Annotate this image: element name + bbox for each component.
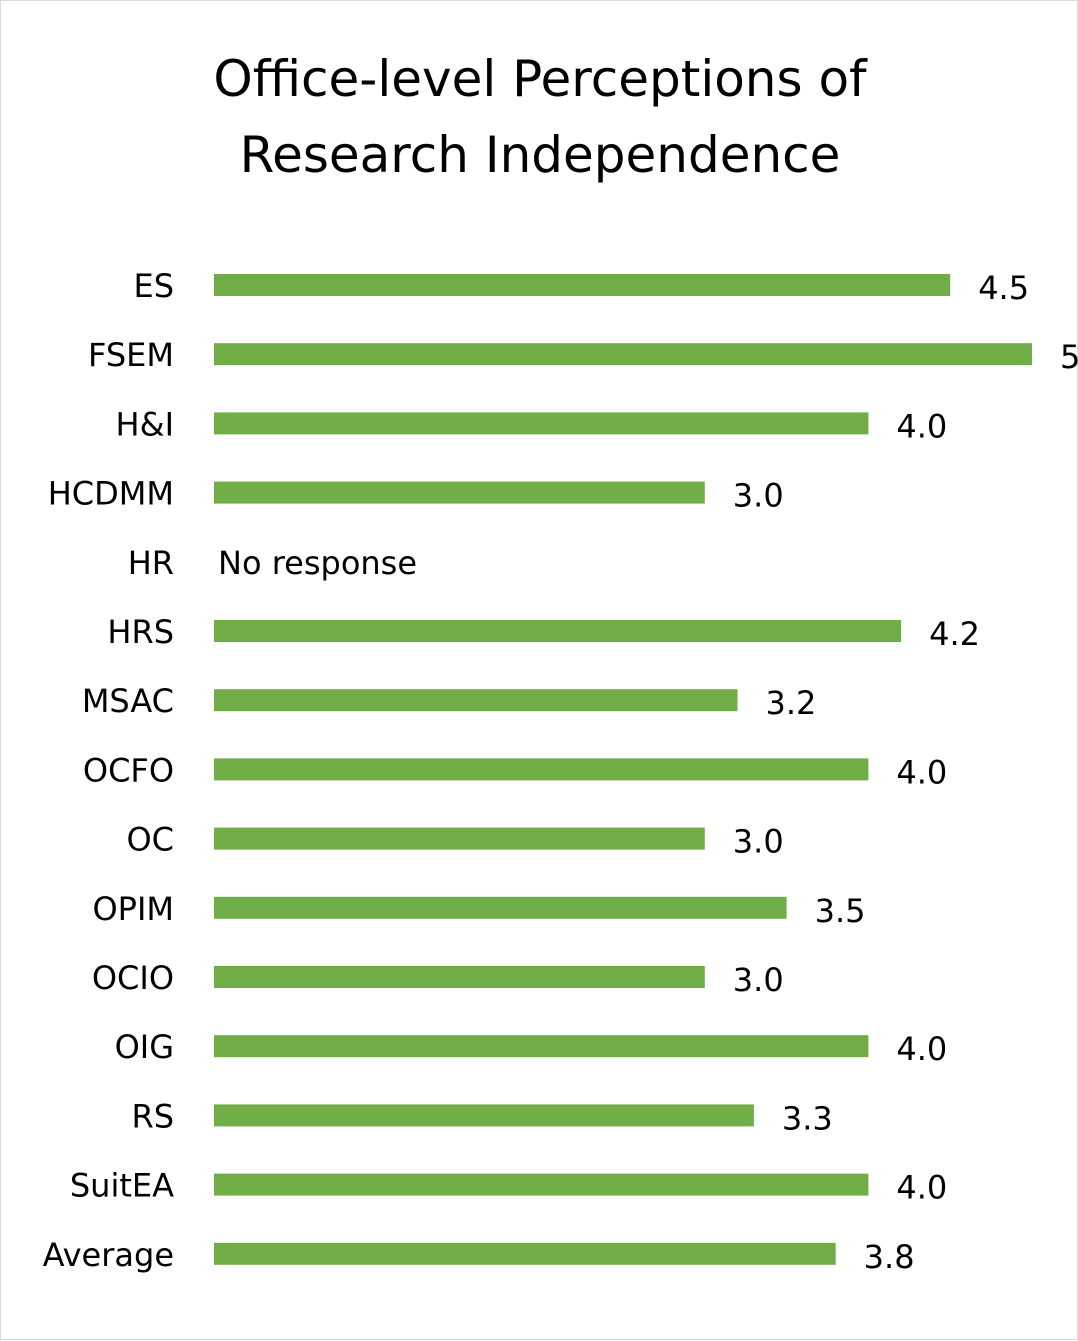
category-label: H&I	[116, 405, 174, 443]
category-label: SuitEA	[70, 1167, 174, 1205]
data-label: 4.0	[896, 1169, 947, 1207]
chart-title-line-2: Research Independence	[239, 126, 841, 184]
bar	[214, 1173, 869, 1196]
category-label: OCIO	[92, 959, 174, 997]
bar	[214, 966, 705, 988]
category-label: OC	[126, 821, 174, 859]
data-label: 4.0	[896, 1030, 947, 1068]
data-label: 3.2	[766, 684, 817, 722]
category-label: OIG	[115, 1028, 174, 1066]
data-label: 5.0	[1060, 338, 1078, 376]
bar	[214, 1035, 869, 1058]
data-label: 3.3	[782, 1099, 833, 1137]
bar	[214, 758, 869, 781]
chart-title-line-1: Office-level Perceptions of	[213, 50, 867, 108]
data-label: 4.0	[896, 753, 947, 791]
bar	[214, 481, 705, 504]
data-label: 3.8	[864, 1238, 915, 1276]
category-label: RS	[131, 1097, 174, 1135]
data-label: 4.5	[978, 269, 1029, 307]
category-label: HRS	[107, 613, 174, 651]
data-label: 3.0	[733, 477, 784, 515]
bar	[214, 274, 951, 296]
bar	[214, 827, 705, 850]
bar	[214, 412, 869, 435]
bar	[214, 689, 738, 712]
data-label: 4.2	[929, 615, 980, 653]
category-label: OPIM	[92, 890, 174, 928]
data-label: 4.0	[896, 407, 947, 445]
category-label: OCFO	[83, 751, 174, 789]
category-label: HR	[128, 544, 174, 582]
category-label: FSEM	[88, 336, 174, 374]
data-label: 3.0	[733, 961, 784, 999]
bar	[214, 1104, 754, 1127]
data-label: 3.0	[733, 823, 784, 861]
category-label: Average	[43, 1236, 174, 1274]
category-label: MSAC	[82, 682, 174, 720]
bar	[214, 620, 902, 642]
chart-title: Office-level Perceptions of Research Ind…	[1, 41, 1078, 193]
bar	[214, 896, 787, 919]
category-label: ES	[133, 267, 174, 305]
data-label: 3.5	[815, 892, 866, 930]
no-response-label: No response	[218, 544, 417, 582]
bar	[214, 343, 1032, 366]
bar	[214, 1242, 836, 1265]
category-label: HCDMM	[48, 475, 174, 513]
